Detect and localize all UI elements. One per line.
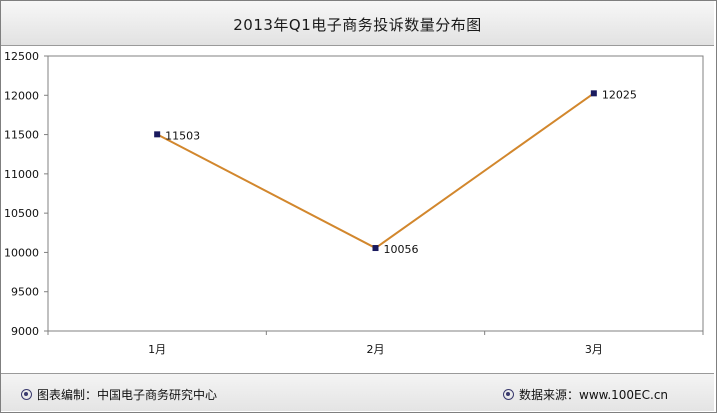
y-tick-label: 12000	[4, 89, 39, 102]
x-tick-label: 3月	[585, 343, 603, 356]
x-tick-label: 1月	[148, 343, 166, 356]
data-label: 11503	[165, 129, 200, 142]
y-tick-label: 10500	[4, 207, 39, 220]
y-tick-label: 12500	[4, 50, 39, 63]
footer-right-label: 数据来源：www.100EC.cn	[519, 388, 669, 402]
data-point	[590, 90, 597, 97]
title-bar: 2013年Q1电子商务投诉数量分布图	[1, 1, 714, 46]
y-tick-label: 11500	[4, 129, 39, 142]
chart-title: 2013年Q1电子商务投诉数量分布图	[233, 16, 482, 34]
y-tick-label: 10000	[4, 246, 39, 259]
data-point	[372, 245, 379, 252]
x-tick-label: 2月	[367, 343, 385, 356]
footer-credit: 图表编制：中国电子商务研究中心	[21, 386, 217, 403]
data-label: 12025	[602, 88, 637, 101]
bullet-icon	[21, 389, 32, 400]
y-tick-label: 9500	[11, 286, 39, 299]
y-tick-label: 11000	[4, 168, 39, 181]
footer-left-label: 图表编制：中国电子商务研究中心	[37, 388, 218, 402]
data-point	[154, 131, 161, 138]
footer: 图表编制：中国电子商务研究中心 数据来源：www.100EC.cn	[1, 373, 714, 411]
y-tick-label: 9000	[11, 325, 39, 338]
footer-source: 数据来源：www.100EC.cn	[503, 386, 668, 403]
plot-area	[47, 55, 704, 332]
data-label: 10056	[384, 243, 419, 256]
bullet-icon	[503, 389, 514, 400]
